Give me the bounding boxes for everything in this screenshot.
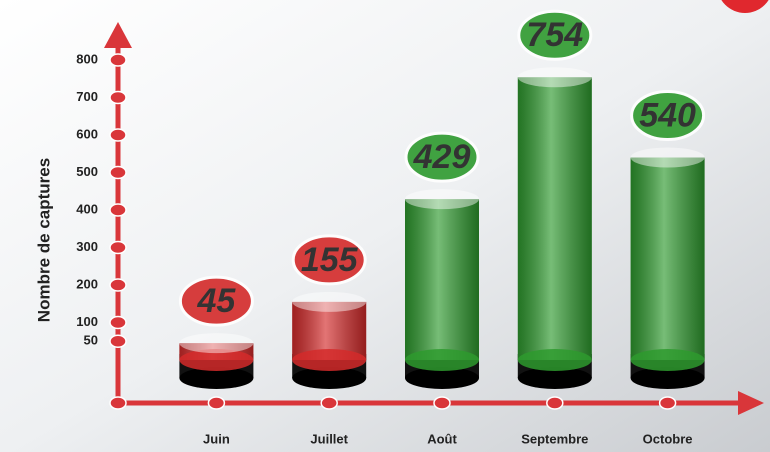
corner-decoration (721, 0, 769, 13)
bar-bottom (630, 349, 705, 371)
x-tick-label: Juin (203, 431, 230, 446)
y-tick-mark (109, 334, 127, 348)
y-axis-arrow (104, 22, 132, 48)
x-tick-label: Septembre (521, 431, 588, 446)
bar-top (405, 189, 479, 210)
x-tick-label: Octobre (643, 431, 693, 446)
value-label: 45 (196, 282, 236, 320)
y-tick-label: 500 (76, 164, 98, 179)
bar-base-bottom (405, 367, 479, 389)
value-bubble (404, 131, 480, 183)
y-tick-mark (109, 315, 127, 330)
y-tick-label: 300 (76, 239, 98, 254)
x-tick-mark (658, 396, 677, 410)
bar-top (292, 291, 367, 312)
x-tick-mark (433, 396, 451, 410)
y-tick-label: 600 (76, 126, 98, 141)
value-label: 540 (639, 96, 696, 134)
bar-shine (517, 77, 592, 360)
y-tick-label: 200 (76, 276, 98, 291)
bar-top (517, 67, 592, 88)
bar-shine (405, 199, 479, 360)
y-tick-label: 50 (84, 333, 98, 348)
value-label: 429 (413, 138, 471, 176)
value-label: 155 (301, 241, 359, 279)
bar-base-bottom (630, 367, 705, 389)
value-bubble (291, 234, 367, 286)
bar-top (630, 147, 705, 168)
y-tick-label: 100 (76, 314, 98, 329)
y-tick-mark (109, 165, 127, 180)
x-tick-label: Juillet (310, 431, 348, 446)
y-tick-mark (109, 240, 127, 255)
bar-base-bottom (292, 367, 367, 389)
y-tick-mark (109, 53, 127, 67)
bar-bottom (292, 349, 367, 371)
value-bubble (517, 9, 593, 61)
y-tick-label: 400 (76, 201, 98, 216)
y-tick-label: 700 (76, 89, 98, 104)
x-axis-arrow (738, 391, 764, 415)
bar-shine (630, 157, 705, 360)
bar-bottom (517, 349, 592, 371)
bar-base-bottom (179, 367, 254, 389)
y-tick-mark (109, 278, 127, 292)
bar-base-bottom (517, 367, 592, 389)
value-bubble (630, 90, 706, 141)
bar-bottom (179, 349, 254, 371)
x-tick-mark (207, 396, 226, 410)
bar-top (179, 333, 254, 354)
x-tick-mark (320, 396, 338, 410)
y-axis-label: Nombre de captures (34, 158, 53, 322)
x-tick-mark (546, 396, 564, 410)
y-tick-label: 800 (76, 51, 98, 66)
y-tick-mark (109, 128, 127, 142)
value-bubble (178, 275, 254, 327)
x-tick-label: Août (427, 431, 457, 446)
bar-bottom (405, 349, 479, 371)
value-label: 754 (526, 16, 583, 54)
origin-marker (109, 396, 127, 410)
y-tick-mark (109, 203, 127, 217)
y-tick-mark (109, 90, 127, 105)
